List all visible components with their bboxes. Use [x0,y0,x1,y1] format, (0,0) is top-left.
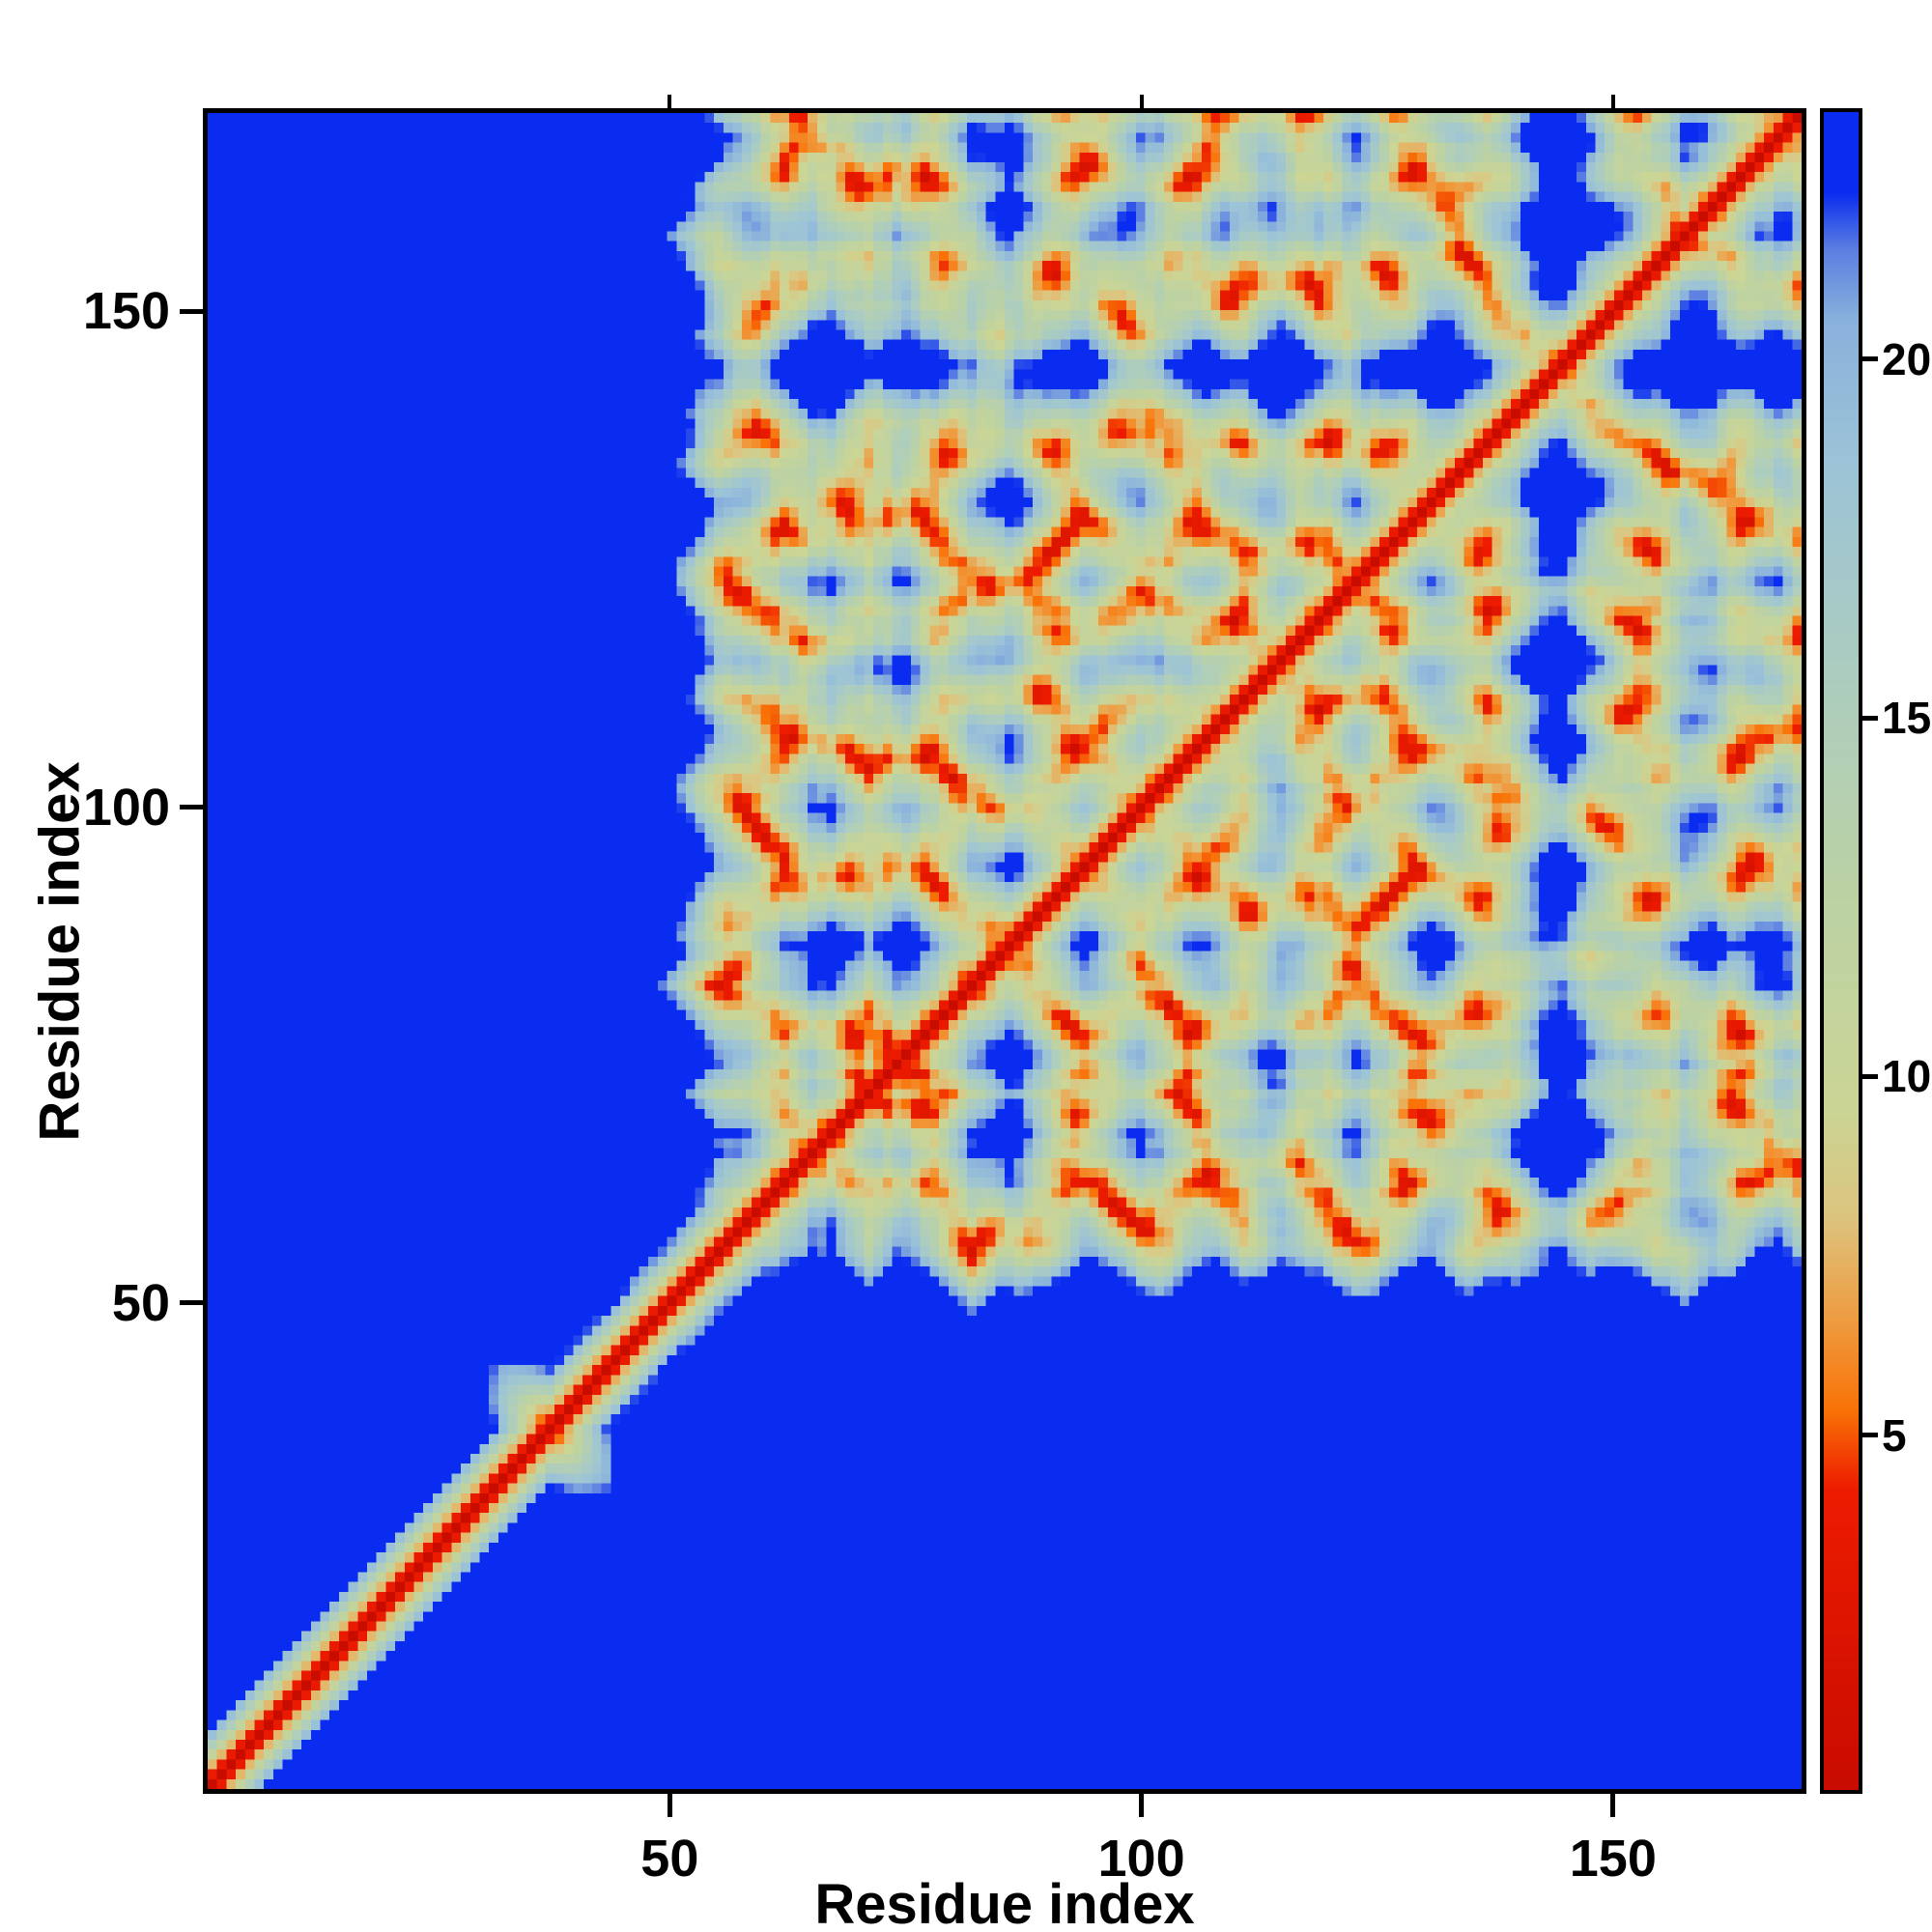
x-tick-label: 100 [1097,1830,1185,1888]
y-tick-label: 150 [82,282,170,341]
colorbar-tick-label: 5 [1882,1409,1907,1461]
colorbar [1820,108,1862,1794]
x-axis-top-tick [1139,95,1144,108]
heatmap-plot-area [203,108,1806,1794]
distance-matrix-heatmap [208,113,1802,1789]
x-tick-label: 50 [640,1830,699,1888]
x-axis-tick [667,1794,672,1817]
colorbar-gradient [1824,112,1859,1790]
x-axis-tick [1610,1794,1616,1817]
colorbar-tick-label: 15 [1882,693,1932,744]
colorbar-tick [1862,1073,1878,1079]
y-axis-tick [180,308,203,314]
x-axis-top-tick [1610,95,1615,108]
x-axis-label: Residue index [814,1873,1195,1932]
colorbar-tick-label: 20 [1882,333,1932,384]
y-tick-label: 50 [111,1273,170,1332]
x-axis-tick [1139,1794,1145,1817]
y-tick-label: 100 [82,778,170,837]
colorbar-tick-label: 10 [1882,1051,1932,1102]
x-axis-top-tick [668,95,672,108]
x-tick-label: 150 [1569,1830,1657,1888]
colorbar-tick [1862,356,1878,362]
colorbar-tick [1862,1433,1878,1438]
colorbar-tick [1862,715,1878,721]
y-axis-tick [180,1300,203,1306]
y-axis-tick [180,805,203,810]
